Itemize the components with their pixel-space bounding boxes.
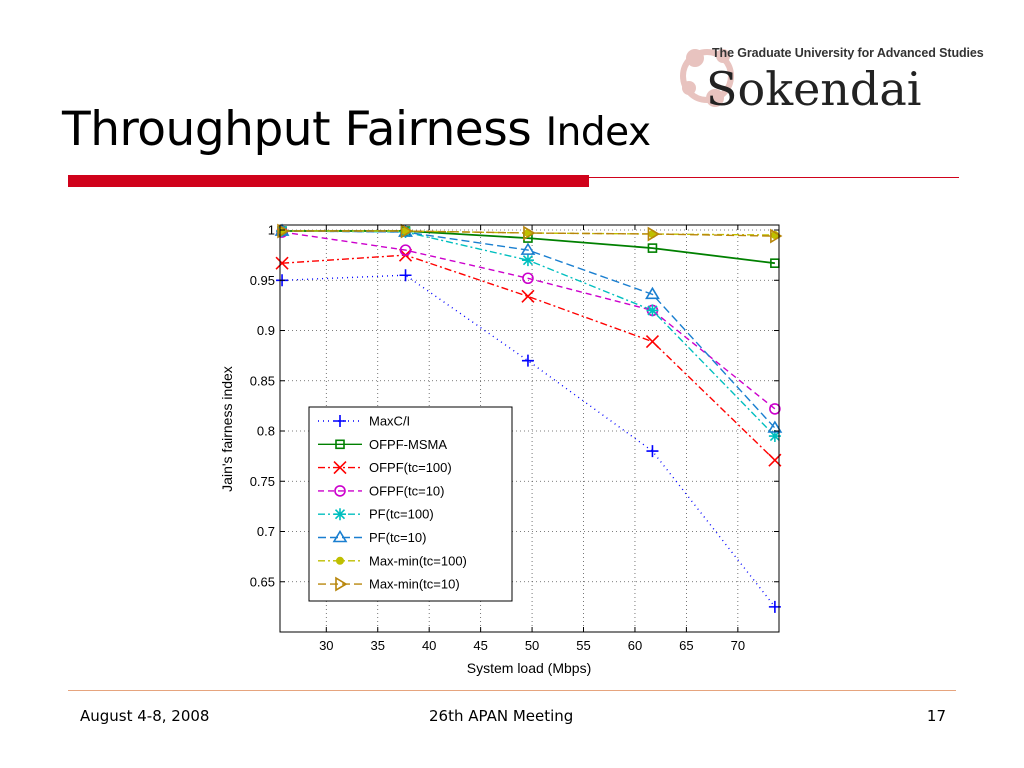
legend-box (308, 406, 513, 602)
legend-marker-ofpf-msma (335, 439, 345, 450)
series-line-pf-tc-10 (282, 230, 776, 429)
y-tick-label: 0.95 (250, 273, 275, 288)
data-point-max-min-tc-10 (277, 223, 290, 239)
slide-title-main: Throughput Fairness (62, 102, 532, 157)
legend-marker-pf-tc-10 (332, 529, 348, 543)
logo-subtitle: The Graduate University for Advanced Stu… (712, 46, 984, 60)
x-tick-label: 30 (319, 638, 333, 653)
title-underline-bar (68, 175, 589, 187)
legend-label-maxc-i: MaxC/I (369, 414, 410, 429)
data-point-maxc-i (646, 445, 659, 458)
x-axis-label: System load (Mbps) (467, 660, 591, 676)
series-line-pf-tc-100 (282, 230, 776, 437)
legend-label-max-min-tc-100: Max-min(tc=100) (369, 553, 467, 568)
footer-divider (68, 690, 956, 691)
slide-title: Throughput Fairness Index (62, 102, 651, 157)
plot-frame (279, 224, 780, 633)
slide-title-tail: Index (545, 110, 651, 155)
legend-label-ofpf-tc-100: OFPF(tc=100) (369, 460, 452, 475)
series-line-ofpf-msma (282, 230, 776, 265)
y-tick-label: 1 (268, 223, 275, 238)
data-point-max-min-tc-10 (647, 226, 661, 242)
title-underline-line (589, 177, 959, 178)
x-tick-label: 65 (679, 638, 693, 653)
data-point-max-min-tc-10 (400, 223, 414, 239)
legend-label-ofpf-msma: OFPF-MSMA (369, 437, 447, 452)
y-tick-label: 0.85 (250, 373, 275, 388)
legend-marker-max-min-tc-100 (336, 556, 344, 565)
y-axis-ticks: 0.65 0.7 0.75 0.8 0.85 0.9 0.95 1 (250, 223, 779, 589)
data-point-pf-tc-10 (767, 420, 783, 433)
y-tick-label: 0.9 (257, 323, 275, 338)
legend-label-ofpf-tc-10: OFPF(tc=10) (369, 483, 445, 498)
legend-marker-maxc-i (334, 415, 346, 427)
y-axis-label: Jain's fairness index (219, 366, 235, 492)
logo-emblem-icon (680, 49, 734, 107)
data-point-max-min-tc-10 (770, 228, 783, 244)
legend-marker-ofpf-tc-100 (333, 461, 347, 475)
data-point-ofpf-tc-100 (521, 289, 535, 303)
legend-marker-ofpf-tc-10 (334, 485, 346, 497)
series-line-ofpf-tc-10 (281, 231, 776, 410)
fairness-chart: 30 35 40 45 50 55 60 65 70 0.65 0.7 0.75 0.8 0.85 0.9… (219, 223, 783, 676)
data-point-maxc-i (399, 269, 412, 282)
series-markers (274, 223, 783, 613)
legend: MaxC/I OFPF-MSMA OFPF(tc=100) OFPF(tc=10) PF… (308, 406, 513, 602)
footer-page-number: 17 (926, 707, 946, 725)
data-point-max-min-tc-10 (523, 225, 536, 241)
x-tick-label: 35 (371, 638, 385, 653)
data-point-ofpf-tc-10 (769, 403, 781, 415)
x-tick-label: 45 (473, 638, 487, 653)
data-point-pf-tc-10 (520, 242, 536, 255)
data-point-pf-tc-10 (645, 286, 660, 300)
data-point-pf-tc-100 (521, 254, 534, 267)
y-tick-label: 0.7 (257, 524, 275, 539)
legend-label-max-min-tc-10: Max-min(tc=10) (369, 577, 460, 592)
data-point-pf-tc-100 (646, 304, 659, 317)
legend-marker-max-min-tc-10 (335, 576, 348, 592)
footer-event: 26th APAN Meeting (429, 707, 574, 725)
data-point-ofpf-tc-100 (645, 335, 660, 349)
data-point-ofpf-tc-100 (275, 256, 289, 270)
x-axis-ticks: 30 35 40 45 50 55 60 65 70 (319, 225, 745, 653)
data-point-ofpf-msma (647, 243, 658, 253)
legend-label-pf-tc-100: PF(tc=100) (369, 507, 434, 522)
sokendai-logo (675, 36, 1005, 126)
data-point-pf-tc-100 (768, 430, 781, 443)
x-tick-label: 50 (525, 638, 539, 653)
data-point-ofpf-tc-10 (522, 272, 534, 285)
footer-date: August 4-8, 2008 (80, 707, 210, 725)
y-tick-label: 0.75 (250, 474, 275, 489)
x-tick-label: 70 (731, 638, 745, 653)
x-tick-label: 40 (422, 638, 436, 653)
y-tick-label: 0.65 (250, 574, 275, 589)
logo-name: Sokendai (706, 62, 922, 116)
y-tick-label: 0.8 (257, 424, 275, 439)
data-point-maxc-i (521, 354, 534, 367)
legend-marker-pf-tc-100 (334, 508, 346, 521)
x-tick-label: 55 (576, 638, 590, 653)
x-tick-label: 60 (628, 638, 642, 653)
legend-label-pf-tc-10: PF(tc=10) (369, 530, 426, 545)
data-point-ofpf-tc-10 (399, 244, 412, 256)
